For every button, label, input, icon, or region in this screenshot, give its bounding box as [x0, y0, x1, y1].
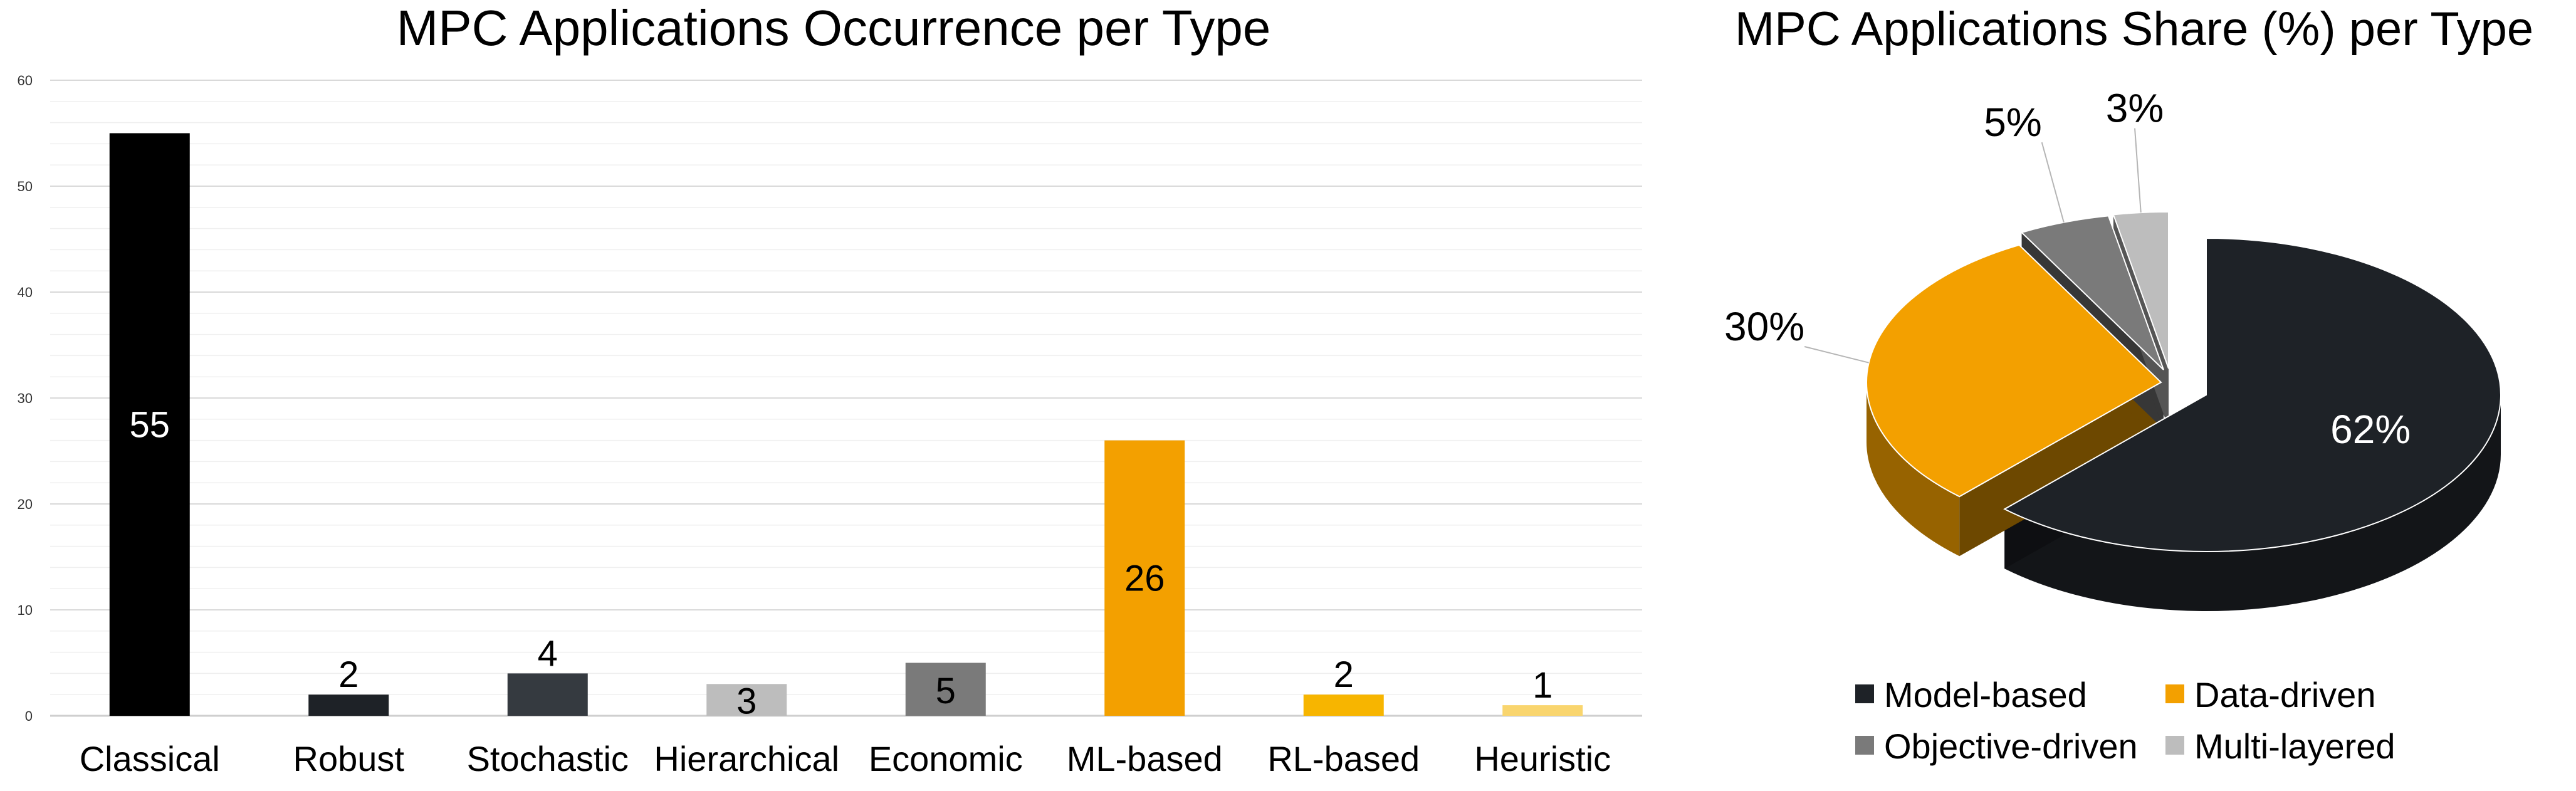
pie-slice-multi-layered: [2112, 211, 2169, 369]
legend-label: Objective-driven: [1884, 726, 2138, 766]
pie-side-data-driven: [1867, 382, 1960, 557]
pie-slice-objective-driven: [2020, 215, 2164, 370]
y-tick-label: 10: [18, 602, 33, 618]
bar-data-label: 4: [538, 633, 558, 674]
bar-rl-based: [1303, 694, 1384, 716]
y-tick-label: 40: [18, 285, 33, 300]
y-tick-label: 0: [25, 708, 33, 724]
bar-stochastic: [507, 673, 588, 716]
y-tick-label: 60: [18, 73, 33, 88]
x-tick-label: Stochastic: [467, 739, 629, 778]
legend-swatch: [2165, 736, 2184, 755]
pie-side-model-based: [2004, 395, 2501, 612]
bar-y-axis: 0 10 20 30 40 50 60: [18, 73, 33, 724]
x-tick-label: Robust: [293, 739, 405, 778]
bar-chart-title: MPC Applications Occurrence per Type: [397, 0, 1271, 56]
y-tick-label: 20: [18, 496, 33, 512]
pie-data-label: 62%: [2330, 407, 2411, 452]
pie-inner-wall: [1959, 382, 2161, 557]
legend-label: Multi-layered: [2194, 726, 2395, 766]
bar-classical: [109, 133, 190, 716]
pie-data-label: 3%: [2106, 86, 2164, 131]
x-tick-label: ML-based: [1067, 739, 1223, 778]
bar-data-label: 55: [129, 404, 170, 445]
pie-leader-line: [2041, 142, 2065, 223]
bar-data-label: 2: [1334, 654, 1354, 695]
y-tick-label: 30: [18, 390, 33, 406]
bar-grid: [50, 80, 1642, 717]
bar-chart: MPC Applications Occurrence per Type 010…: [18, 0, 1642, 778]
pie-chart: MPC Applications Share (%) per Type 62% 3…: [1724, 3, 2533, 766]
bar-hierarchical: [706, 684, 787, 716]
bar-x-axis: Classical Robust Stochastic Hierarchical Eco…: [80, 739, 1611, 778]
legend-label: Model-based: [1884, 675, 2087, 715]
legend-swatch: [1855, 684, 1874, 703]
x-tick-label: Classical: [80, 739, 220, 778]
pie-slices: [1866, 211, 2501, 552]
x-tick-label: RL-based: [1267, 739, 1420, 778]
x-tick-label: Economic: [869, 739, 1023, 778]
bar-data-label: 5: [936, 671, 956, 711]
x-tick-label: Hierarchical: [654, 739, 839, 778]
pie-leader-line: [1804, 346, 1869, 364]
pie-data-labels: 62% 30% 5% 3%: [1724, 86, 2411, 453]
pie-slice-model-based: [2003, 237, 2501, 552]
bar-data-label: 26: [1124, 558, 1165, 599]
pie-legend: Model-based Data-driven Objective-driven Mu…: [1855, 675, 2395, 766]
legend-swatch: [1855, 736, 1874, 755]
y-tick-label: 50: [18, 179, 33, 194]
bar-robust: [308, 694, 389, 716]
bar-series: [109, 133, 1583, 716]
bar-data-label: 1: [1532, 665, 1552, 706]
bar-data-label: 2: [338, 654, 359, 695]
pie-data-label: 30%: [1724, 304, 1804, 349]
pie-leader-line: [2134, 128, 2142, 213]
bar-data-labels: 55 2 4 3 5 26 2 1: [129, 404, 1552, 721]
bar-economic: [905, 663, 986, 716]
bar-heuristic: [1502, 705, 1583, 716]
legend-swatch: [2165, 684, 2184, 703]
bar-ml-based: [1104, 440, 1185, 716]
pie-chart-title: MPC Applications Share (%) per Type: [1735, 3, 2533, 56]
pie-data-label: 5%: [1984, 100, 2042, 145]
x-tick-label: Heuristic: [1474, 739, 1611, 778]
legend-label: Data-driven: [2194, 675, 2375, 715]
bar-data-label: 3: [736, 681, 757, 722]
